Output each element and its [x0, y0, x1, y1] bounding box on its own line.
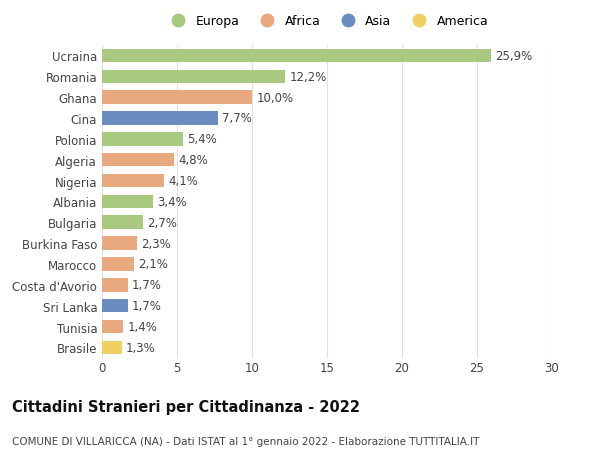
Bar	[102, 133, 183, 146]
Text: 1,7%: 1,7%	[132, 279, 162, 291]
Bar	[102, 216, 143, 230]
Text: 1,7%: 1,7%	[132, 300, 162, 313]
Bar	[102, 320, 123, 334]
Text: Cittadini Stranieri per Cittadinanza - 2022: Cittadini Stranieri per Cittadinanza - 2…	[12, 399, 360, 414]
Bar	[102, 174, 163, 188]
Bar	[102, 50, 491, 63]
Bar	[102, 91, 252, 105]
Bar	[102, 237, 137, 250]
Text: 25,9%: 25,9%	[495, 50, 532, 63]
Text: 3,4%: 3,4%	[157, 196, 187, 208]
Bar	[102, 279, 128, 292]
Bar	[102, 154, 174, 167]
Text: 2,1%: 2,1%	[138, 258, 168, 271]
Text: 2,3%: 2,3%	[141, 237, 171, 250]
Text: 2,7%: 2,7%	[147, 216, 177, 229]
Text: 5,4%: 5,4%	[187, 133, 217, 146]
Text: 4,1%: 4,1%	[168, 175, 198, 188]
Bar	[102, 257, 133, 271]
Text: COMUNE DI VILLARICCA (NA) - Dati ISTAT al 1° gennaio 2022 - Elaborazione TUTTITA: COMUNE DI VILLARICCA (NA) - Dati ISTAT a…	[12, 436, 479, 446]
Bar	[102, 299, 128, 313]
Bar	[102, 195, 153, 209]
Bar	[102, 112, 218, 125]
Text: 4,8%: 4,8%	[179, 154, 208, 167]
Bar	[102, 70, 285, 84]
Text: 7,7%: 7,7%	[222, 112, 252, 125]
Text: 12,2%: 12,2%	[290, 71, 327, 84]
Bar	[102, 341, 122, 354]
Text: 1,3%: 1,3%	[126, 341, 156, 354]
Text: 10,0%: 10,0%	[257, 91, 293, 104]
Legend: Europa, Africa, Asia, America: Europa, Africa, Asia, America	[161, 11, 493, 34]
Text: 1,4%: 1,4%	[128, 320, 157, 333]
